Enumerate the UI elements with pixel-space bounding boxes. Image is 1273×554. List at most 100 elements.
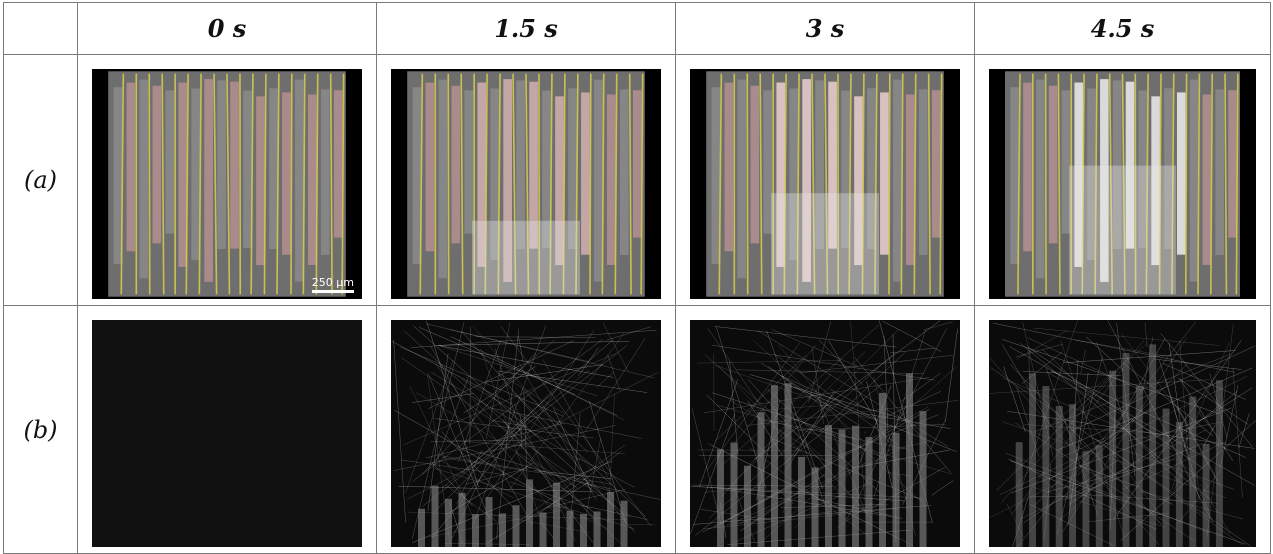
damage-strip <box>499 513 506 547</box>
damage-strip <box>1109 371 1116 547</box>
scale-bar-line <box>312 290 354 293</box>
ply-strip <box>426 83 435 252</box>
damage-strip <box>906 374 913 547</box>
row-a: (a) 250 µm <box>4 55 1271 306</box>
ply-strip <box>308 94 317 264</box>
ply-strip <box>1203 94 1212 264</box>
micrograph-a-1 <box>391 69 661 299</box>
scale-bar: 250 µm <box>312 276 354 293</box>
ply-strip <box>321 89 330 255</box>
damage-strip <box>852 426 859 547</box>
damage-strip <box>825 425 832 547</box>
damage-strip <box>920 411 927 547</box>
damage-strip <box>540 512 547 547</box>
damage-strip <box>798 457 805 547</box>
cell-b-2 <box>676 306 975 554</box>
ply-strip <box>725 83 734 252</box>
ply-strip <box>932 90 941 237</box>
damage-strip <box>1149 344 1156 547</box>
ply-strip <box>140 80 149 279</box>
cell-a-1 <box>377 55 676 306</box>
ply-strip <box>633 90 642 237</box>
damage-strip <box>771 385 778 547</box>
difference-image-b-0 <box>92 320 362 547</box>
ply-strip <box>230 82 239 249</box>
ply-strip <box>1190 80 1199 282</box>
difference-image-b-2 <box>690 320 960 547</box>
damage-strip <box>1189 397 1196 547</box>
ply-strip <box>127 83 136 252</box>
ply-strip <box>269 88 278 249</box>
ply-strip <box>152 86 161 244</box>
damage-strip <box>1069 404 1076 547</box>
damage-strip <box>1042 386 1049 547</box>
damage-strip <box>432 486 439 547</box>
cell-b-1 <box>377 306 676 554</box>
damage-strip <box>1016 442 1023 547</box>
ply-strip <box>1215 89 1224 255</box>
ply-strip <box>620 89 629 255</box>
damage-strip <box>418 509 425 547</box>
damage-strip <box>580 514 587 547</box>
damage-strip <box>1176 422 1183 547</box>
difference-image-b-3 <box>989 320 1256 547</box>
damage-strip <box>472 514 479 547</box>
damage-strip <box>1163 409 1170 547</box>
damage-strip <box>553 483 560 547</box>
row-b: (b) <box>4 306 1271 554</box>
ply-strip <box>204 79 213 282</box>
scale-bar-label: 250 µm <box>312 276 354 289</box>
ply-strip <box>243 91 252 248</box>
damage-strip <box>513 505 520 547</box>
ply-strip <box>178 83 187 267</box>
figure-grid: 0 s 1.5 s 3 s 4.5 s (a) 250 µm (b) <box>3 2 1271 554</box>
ply-strip <box>750 86 759 244</box>
fiber-line <box>291 74 292 295</box>
micrograph-a-3 <box>989 69 1256 299</box>
ply-strip <box>607 94 616 264</box>
damage-strip <box>744 466 751 547</box>
fiber-line <box>889 74 890 295</box>
ply-strip <box>1023 83 1032 252</box>
damage-strip <box>621 501 628 547</box>
col-header-2: 3 s <box>676 3 975 55</box>
difference-image-b-1 <box>391 320 661 547</box>
ply-strip <box>581 92 590 254</box>
header-row: 0 s 1.5 s 3 s 4.5 s <box>4 3 1271 55</box>
ply-strip <box>413 87 422 264</box>
damage-strip <box>459 493 466 547</box>
damage-strip <box>1096 445 1103 547</box>
damage-strip <box>526 479 533 547</box>
ply-strip <box>165 90 174 233</box>
damage-strip <box>1056 406 1063 547</box>
damage-strip <box>1216 380 1223 547</box>
damage-strip <box>717 449 724 547</box>
damage-strip <box>758 412 765 547</box>
damage-strip <box>1203 444 1210 547</box>
row-label-a: (a) <box>4 55 78 306</box>
cell-a-2 <box>676 55 975 306</box>
damage-strip <box>1123 353 1130 547</box>
ply-strip <box>282 92 291 254</box>
micrograph-a-2 <box>690 69 960 299</box>
ply-strip <box>738 80 747 279</box>
damage-strip <box>1029 373 1036 547</box>
col-header-0: 0 s <box>78 3 377 55</box>
ply-strip <box>712 87 721 264</box>
damage-strip <box>1082 451 1089 547</box>
micrograph-a-0: 250 µm <box>92 69 362 299</box>
ply-strip <box>191 89 200 261</box>
ply-strip <box>1062 90 1071 233</box>
row-label-b: (b) <box>4 306 78 554</box>
damage-strip <box>731 443 738 547</box>
damage-strip <box>839 429 846 547</box>
ply-strip <box>1036 80 1045 279</box>
col-header-3: 4.5 s <box>975 3 1271 55</box>
damage-strip <box>879 393 886 547</box>
damage-strip <box>1136 386 1143 547</box>
fiber-line <box>590 74 591 295</box>
ply-strip <box>1010 87 1019 264</box>
damage-strip <box>486 497 493 547</box>
ply-strip <box>256 96 265 265</box>
cell-a-0: 250 µm <box>78 55 377 306</box>
